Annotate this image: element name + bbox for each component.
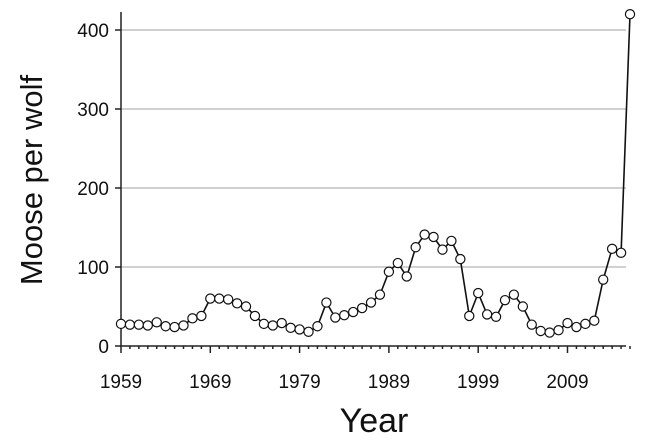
data-point [455,253,466,265]
y-tick-label: 400 [77,21,109,42]
data-series [115,9,636,338]
data-point [231,298,243,309]
data-point [133,319,145,330]
data-point [410,242,421,253]
data-point [276,317,287,329]
data-point [374,289,386,300]
data-point [571,321,582,333]
data-point [142,320,153,331]
data-point [517,301,529,312]
data-point [169,321,180,333]
data-point [187,313,198,324]
data-point [312,321,323,332]
data-point [419,229,430,240]
data-point [115,318,127,330]
data-point [347,306,359,318]
data-point [151,317,162,328]
data-point [490,311,502,322]
x-axis-title: Year [340,402,409,440]
axes [115,12,631,353]
data-point [615,247,627,258]
data-point [160,321,171,332]
data-point [580,318,591,330]
data-point [356,302,368,314]
data-point [499,294,511,306]
data-point [285,322,296,334]
y-tick-label: 0 [98,337,109,358]
data-point [303,326,314,337]
x-tick-label: 2009 [546,372,588,393]
data-point [526,319,537,330]
data-point [178,320,189,331]
data-point [205,293,216,304]
data-point [294,324,305,335]
y-axis-title: Moose per wolf [14,75,49,286]
data-point [606,243,618,255]
data-point [464,310,475,322]
data-point [472,287,484,299]
data-point [392,257,404,269]
data-point [321,297,332,308]
x-tick-label: 1959 [100,372,142,393]
tick-labels: 0 100 200 300 400 1959 1969 1979 1989 1999 2009 [77,21,588,393]
data-point [446,235,457,247]
y-tick-label: 200 [77,179,109,200]
data-point [330,312,341,323]
gridlines [121,29,626,268]
x-tick-label: 1979 [278,372,320,393]
data-point [124,319,136,330]
data-point [428,231,439,243]
data-point [553,325,564,336]
data-point [437,244,448,255]
data-point [562,317,573,329]
data-point [240,301,252,312]
data-point [222,294,234,305]
x-tick-label: 1989 [368,372,410,393]
data-point [249,310,261,322]
data-point [258,318,270,330]
data-point [267,320,279,331]
data-point [589,315,600,326]
data-point [401,271,412,282]
data-point [214,293,225,304]
x-tick-label: 1999 [457,372,499,393]
data-point [196,310,207,322]
x-tick-label: 1969 [189,372,231,393]
data-point [544,327,555,338]
data-point [508,289,520,300]
data-point [598,274,609,285]
y-tick-label: 100 [77,258,109,279]
data-point [535,325,546,337]
data-point [481,309,493,320]
data-point [365,297,377,308]
data-point [624,9,636,20]
data-point [339,309,350,321]
y-tick-label: 300 [77,100,109,121]
data-point [383,266,395,277]
series-line [120,14,631,334]
